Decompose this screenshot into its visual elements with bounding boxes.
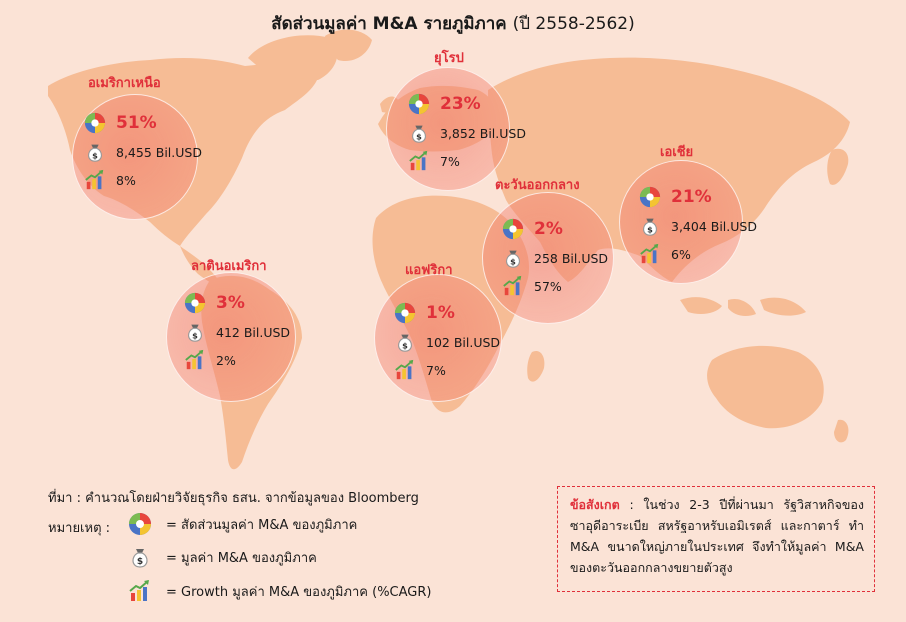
svg-text:$: $ [402, 340, 408, 350]
region-bubble-asia [619, 160, 743, 284]
svg-text:$: $ [137, 557, 143, 567]
legend-text: = สัดส่วนมูลค่า M&A ของภูมิภาค [166, 517, 358, 533]
region-label-asia: เอเชีย [660, 145, 694, 160]
money-bag-icon: $ [412, 125, 426, 143]
pie-chart-icon [184, 292, 206, 314]
share-value: 23% [440, 94, 481, 114]
money-bag-icon: $ [643, 218, 657, 236]
pie-chart-icon [129, 513, 151, 535]
legend-title: หมายเหตุ : [48, 521, 111, 536]
pie-chart-icon [408, 93, 430, 115]
svg-text:$: $ [647, 224, 653, 234]
growth-row-europe: 7% [408, 150, 460, 172]
source-note: ที่มา : คำนวณโดยฝ่ายวิจัยธุรกิจ ธสน. จาก… [48, 491, 419, 506]
region-value: 412 Bil.USD [216, 324, 291, 340]
growth-chart-icon [85, 169, 104, 190]
growth-value: 7% [426, 362, 446, 378]
region-label-middle-east: ตะวันออกกลาง [495, 178, 580, 193]
pie-chart-icon [84, 112, 106, 134]
growth-value: 57% [534, 278, 562, 294]
page-title: สัดส่วนมูลค่า M&A รายภูมิภาค (ปี 2558-25… [271, 14, 635, 34]
growth-value: 2% [216, 352, 236, 368]
growth-value: 7% [440, 153, 460, 169]
region-value: 3,852 Bil.USD [440, 125, 526, 141]
region-value: 3,404 Bil.USD [671, 218, 757, 234]
growth-row-middle-east: 57% [502, 275, 562, 297]
share-row-middle-east: 2% [502, 218, 563, 240]
growth-chart-icon [503, 275, 522, 296]
share-value: 2% [534, 219, 563, 239]
share-value: 51% [116, 113, 157, 133]
region-value: 8,455 Bil.USD [116, 144, 202, 160]
svg-text:$: $ [416, 131, 422, 141]
share-row-africa: 1% [394, 302, 455, 324]
growth-chart-icon [395, 359, 414, 380]
legend-item-value: $ = มูลค่า M&A ของภูมิภาค [128, 545, 317, 569]
growth-row-north-america: 8% [84, 169, 136, 191]
money-bag-icon: $ [132, 549, 148, 568]
legend-item-share: = สัดส่วนมูลค่า M&A ของภูมิภาค [128, 512, 357, 536]
region-bubble-europe [386, 67, 510, 191]
share-row-latin-america: 3% [184, 292, 245, 314]
region-label-africa: แอฟริกา [405, 263, 453, 278]
growth-row-asia: 6% [639, 243, 691, 265]
share-row-north-america: 51% [84, 112, 157, 134]
pie-chart-icon [502, 218, 524, 240]
value-row-asia: $ 3,404 Bil.USD [639, 215, 757, 237]
region-value: 258 Bil.USD [534, 250, 609, 266]
money-bag-icon: $ [188, 324, 202, 342]
money-bag-icon: $ [398, 334, 412, 352]
region-value: 102 Bil.USD [426, 334, 501, 350]
pie-chart-icon [394, 302, 416, 324]
observation-box: ข้อสังเกต : ในช่วง 2-3 ปีที่ผ่านมา รัฐวิ… [557, 486, 875, 592]
svg-text:$: $ [510, 256, 516, 266]
money-bag-icon: $ [506, 250, 520, 268]
region-bubble-africa [374, 274, 502, 402]
share-value: 21% [671, 187, 712, 207]
share-value: 1% [426, 303, 455, 323]
pie-chart-icon [639, 186, 661, 208]
growth-value: 8% [116, 172, 136, 188]
region-label-latin-america: ลาตินอเมริกา [191, 259, 267, 274]
legend-text: = Growth มูลค่า M&A ของภูมิภาค (%CAGR) [166, 584, 432, 600]
growth-chart-icon [409, 150, 428, 171]
growth-row-africa: 7% [394, 359, 446, 381]
svg-text:$: $ [192, 330, 198, 340]
observation-label: ข้อสังเกต [570, 497, 620, 512]
legend-item-growth: = Growth มูลค่า M&A ของภูมิภาค (%CAGR) [128, 579, 431, 603]
growth-chart-icon [129, 580, 149, 601]
legend-text: = มูลค่า M&A ของภูมิภาค [166, 550, 317, 566]
share-row-asia: 21% [639, 186, 712, 208]
region-label-europe: ยุโรป [434, 51, 464, 66]
share-row-europe: 23% [408, 93, 481, 115]
money-bag-icon: $ [88, 144, 102, 162]
growth-chart-icon [185, 349, 204, 370]
value-row-africa: $ 102 Bil.USD [394, 331, 500, 353]
share-value: 3% [216, 293, 245, 313]
value-row-north-america: $ 8,455 Bil.USD [84, 141, 202, 163]
value-row-europe: $ 3,852 Bil.USD [408, 122, 526, 144]
observation-text: : ในช่วง 2-3 ปีที่ผ่านมา รัฐวิสาหกิจของซ… [570, 497, 864, 575]
region-bubble-middle-east [482, 192, 614, 324]
growth-chart-icon [640, 243, 659, 264]
growth-value: 6% [671, 246, 691, 262]
region-label-north-america: อเมริกาเหนือ [88, 76, 161, 91]
growth-row-latin-america: 2% [184, 349, 236, 371]
svg-text:$: $ [92, 150, 98, 160]
value-row-latin-america: $ 412 Bil.USD [184, 321, 290, 343]
region-bubble-latin-america [166, 272, 296, 402]
value-row-middle-east: $ 258 Bil.USD [502, 247, 608, 269]
